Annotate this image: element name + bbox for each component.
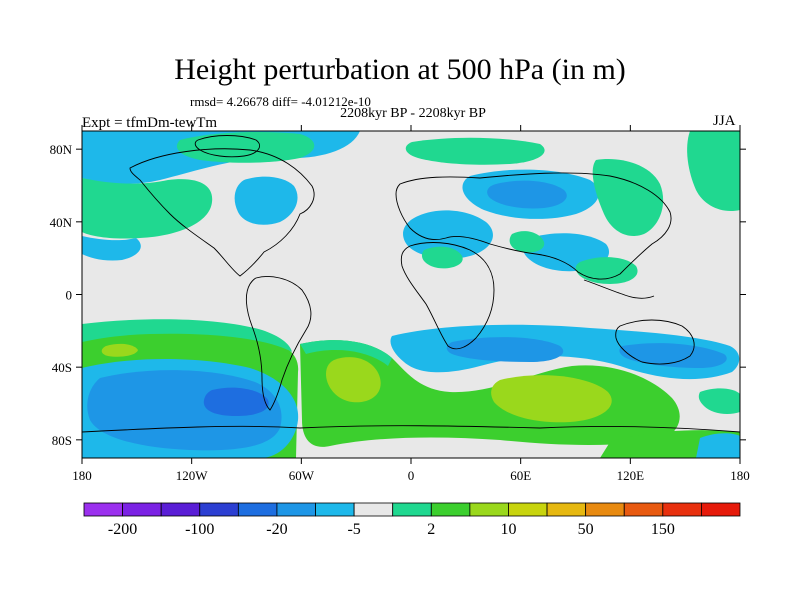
coast-north-america [129, 148, 315, 277]
lat-tick-label: 80N [50, 142, 73, 157]
lat-tick-label: 0 [66, 288, 73, 303]
contour-strong-positive-sh-west [101, 343, 138, 357]
contour-weak-positive-china [575, 257, 638, 284]
time-period-label: 2208kyr BP - 2208kyr BP [340, 106, 486, 121]
lon-tick-label: 120W [176, 468, 209, 483]
colorbar-swatch [83, 502, 123, 517]
colorbar-swatch [392, 502, 432, 517]
lon-tick-label: 120E [617, 468, 645, 483]
colorbar-swatch [662, 502, 702, 517]
colorbar-label: -5 [347, 521, 360, 538]
colorbar-swatch [623, 502, 664, 517]
coast-south-america [245, 276, 312, 411]
contour-weak-positive-arabia [509, 231, 545, 253]
colorbar-label: 10 [500, 521, 516, 538]
colorbar-label: -100 [185, 521, 214, 538]
contour-weak-positive-greenland [176, 132, 315, 163]
contour-weak-negative-north-pacific-south [82, 236, 141, 261]
colorbar-swatch [315, 502, 355, 517]
lon-tick-label: 60W [289, 468, 315, 483]
colorbar-swatch [508, 502, 548, 517]
contour-weak-positive-northeast-pacific [687, 131, 740, 212]
lon-tick-label: 60E [510, 468, 531, 483]
coast-eurasia [395, 172, 672, 280]
lon-tick-label: 180 [730, 468, 750, 483]
contour-weak-positive-sh-west-edge [82, 319, 292, 352]
plot-title: Height perturbation at 500 hPa (in m) [174, 53, 626, 86]
colorbar-swatch [237, 502, 278, 517]
contour-strong-positive-south-indian [491, 375, 612, 423]
contour-weak-negative-antarctic-pacific [696, 433, 740, 458]
contour-weak-negative-north-america [234, 176, 298, 225]
colorbar [83, 502, 741, 517]
lat-tick-label: 40S [52, 360, 72, 375]
coast-africa [400, 242, 495, 350]
colorbar-swatch [469, 502, 509, 517]
colorbar-label: 150 [651, 521, 675, 538]
lat-tick-label: 80S [52, 433, 72, 448]
colorbar-swatch [160, 502, 201, 517]
colorbar-swatch [353, 502, 394, 517]
colorbar-labels: -200 -100 -20 -5 2 10 50 150 [108, 521, 675, 538]
contour-negative-australia [619, 343, 727, 368]
contour-weak-negative-europe [403, 210, 493, 259]
colorbar-label: -20 [266, 521, 287, 538]
colorbar-swatch [430, 502, 471, 517]
colorbar-swatch [276, 502, 316, 517]
coast-greenland [194, 135, 260, 158]
colorbar-swatch [701, 502, 741, 517]
contour-weak-positive-south-atlantic-edge [300, 340, 392, 366]
contour-strong-positive-south-atlantic [326, 357, 381, 403]
contour-negative-siberia [487, 180, 567, 209]
coastlines [82, 135, 740, 433]
contour-weak-positive-arctic-atlantic [405, 137, 545, 165]
latitude-axis: 80N 40N 0 40S 80S [50, 142, 746, 448]
colorbar-swatch [199, 502, 239, 517]
lat-tick-label: 40N [50, 215, 73, 230]
season-label: JJA [713, 113, 736, 129]
contour-negative-south-indian [446, 337, 564, 362]
coast-maritime-continent [583, 279, 655, 299]
colorbar-label: -200 [108, 521, 137, 538]
contour-strong-negative-se-pacific [203, 387, 269, 416]
map-plot-area [82, 131, 740, 458]
colorbar-swatch [122, 502, 162, 517]
longitude-axis: 180 120W 60W 0 60E 120E 180 [72, 125, 750, 483]
lon-tick-label: 0 [408, 468, 415, 483]
colorbar-label: 2 [427, 521, 435, 538]
colorbar-label: 50 [578, 521, 594, 538]
contour-weak-positive-tasman [698, 388, 740, 414]
experiment-label: Expt = tfmDm-tewTm [82, 115, 218, 131]
colorbar-swatch [546, 502, 587, 517]
lon-tick-label: 180 [72, 468, 92, 483]
contour-weak-positive-mediterranean [421, 246, 463, 269]
colorbar-swatch [585, 502, 625, 517]
coast-antarctica [82, 425, 740, 433]
rmsd-diff-stats: rmsd= 4.26678 diff= -4.01212e-10 [190, 94, 371, 109]
contour-positive-south-atlantic-indian [300, 340, 680, 447]
contour-weak-positive-east-asia [592, 159, 664, 236]
contour-weak-positive-north-pacific [82, 178, 213, 239]
coast-australia [615, 319, 695, 365]
